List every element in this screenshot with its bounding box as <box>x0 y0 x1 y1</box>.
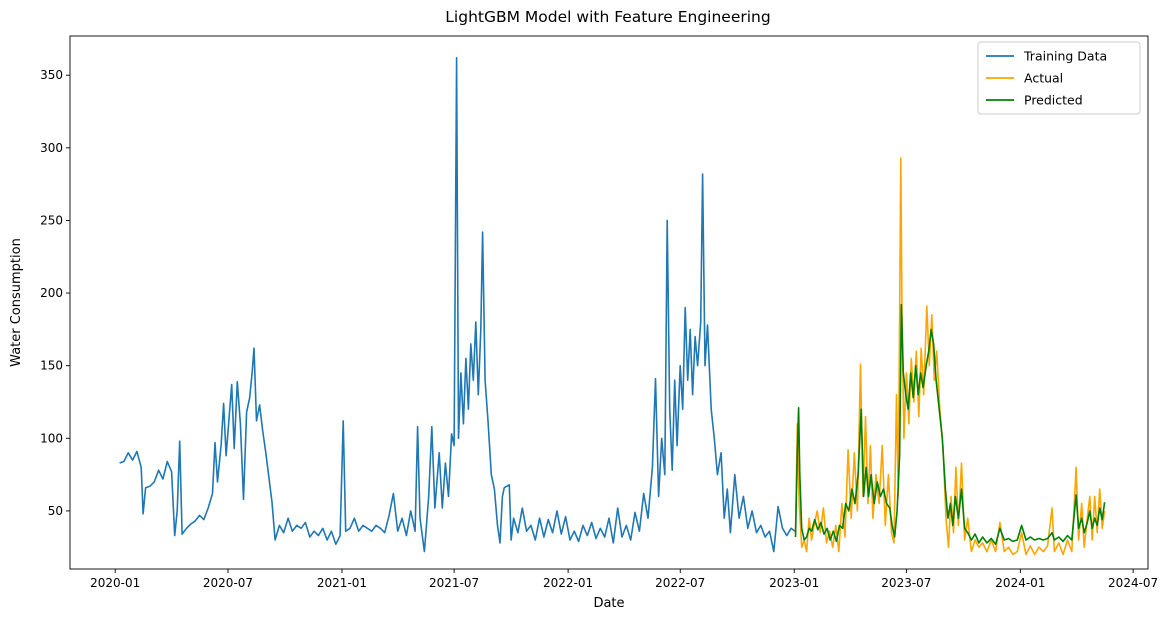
legend-label: Training Data <box>1023 49 1107 64</box>
series-line-actual <box>794 157 1106 556</box>
x-tick-label: 2023-01 <box>769 576 819 590</box>
x-tick-label: 2024-07 <box>1108 576 1158 590</box>
series-line-predicted <box>794 303 1106 546</box>
legend-label: Actual <box>1024 71 1063 86</box>
x-axis-label: Date <box>593 596 624 611</box>
legend: Training Data Actual Predicted <box>977 41 1141 115</box>
x-axis: 2020-01 2020-07 2021-01 2021-07 2022-01 2022-… <box>90 569 1158 590</box>
x-tick-label: 2022-01 <box>543 576 593 590</box>
y-axis-label: Water Consumption <box>9 238 24 367</box>
x-tick-label: 2021-07 <box>429 576 479 590</box>
plot-area <box>69 35 1149 570</box>
series-layer <box>119 56 1106 556</box>
x-tick-label: 2022-07 <box>655 576 705 590</box>
legend-box <box>977 41 1141 115</box>
x-tick-label: 2021-01 <box>317 576 367 590</box>
x-tick-label: 2020-01 <box>90 576 140 590</box>
y-tick-label: 100 <box>40 431 63 445</box>
x-tick-label: 2024-01 <box>995 576 1045 590</box>
y-tick-label: 250 <box>40 213 63 227</box>
y-tick-label: 50 <box>48 504 63 518</box>
y-axis: 50 100 150 200 250 300 350 <box>40 68 70 518</box>
legend-label: Predicted <box>1024 93 1083 108</box>
series-line-training-data <box>119 56 796 553</box>
y-tick-label: 150 <box>40 359 63 373</box>
plot-frame <box>69 35 1149 570</box>
x-tick-label: 2020-07 <box>203 576 253 590</box>
y-tick-label: 300 <box>40 141 63 155</box>
y-tick-label: 350 <box>40 68 63 82</box>
chart-title: LightGBM Model with Feature Engineering <box>445 8 770 26</box>
y-tick-label: 200 <box>40 286 63 300</box>
x-tick-label: 2023-07 <box>881 576 931 590</box>
